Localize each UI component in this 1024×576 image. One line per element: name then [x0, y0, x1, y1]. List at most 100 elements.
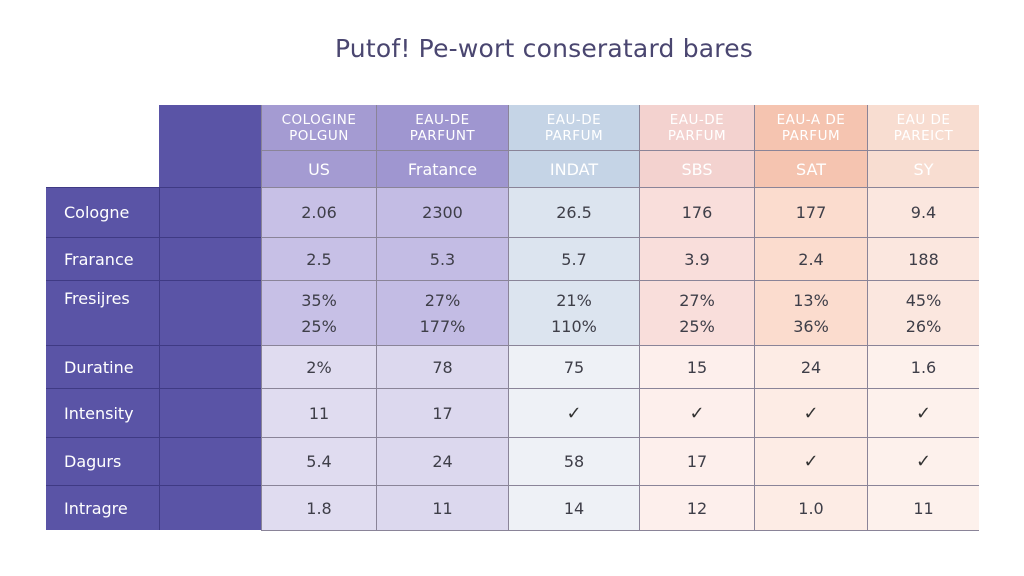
cell-value: 2.06	[301, 203, 337, 222]
row-label-text: Dagurs	[64, 452, 122, 471]
cell-value: 2%	[306, 357, 332, 377]
page-title: Putof! Pe-wort conseratard bares	[334, 34, 754, 63]
table-cell: 26.5	[508, 187, 639, 237]
table-cell: 2.5	[261, 237, 376, 280]
column-header-line: EAU-A DE	[776, 111, 846, 128]
table-cell: 24	[754, 345, 867, 388]
column-header-region: Fratance	[376, 150, 508, 187]
row-label-text: Intragre	[64, 498, 128, 518]
column-header-type: EAU-DE PARFUM	[639, 105, 754, 150]
table-cell: 5.3	[376, 237, 508, 280]
cell-value: 9.4	[910, 203, 937, 222]
cell-value: 177%	[419, 316, 466, 336]
column-header-type: COLOGINE POLGUN	[261, 105, 376, 150]
cell-value: 11	[308, 403, 330, 423]
table-cell: 24	[376, 437, 508, 485]
table-cell: 14	[508, 485, 639, 530]
row-label-spacer	[159, 345, 261, 388]
cell-value: 5.3	[429, 249, 456, 269]
row-label: Duratine	[46, 345, 159, 388]
column-header-type: EAU-A DE PARFUM	[754, 105, 867, 150]
column-header-region: SBS	[639, 150, 754, 187]
column-header-region-label: INDAT	[549, 159, 599, 179]
row-label: Fresijres	[46, 280, 159, 345]
column-header-line: PAREICT	[893, 127, 954, 144]
table-cell: 11	[376, 485, 508, 530]
cell-value: 12	[686, 498, 708, 518]
table-cell: 15	[639, 345, 754, 388]
row-label: Cologne	[46, 187, 159, 237]
table-cell: 2%	[261, 345, 376, 388]
cell-value: 1.6	[910, 357, 937, 377]
cell-value: 2.5	[306, 249, 332, 269]
table-cell: 2300	[376, 187, 508, 237]
row-label-text: Intensity	[64, 403, 134, 423]
cell-value: 21%	[556, 290, 592, 310]
cell-value: 3.9	[684, 249, 710, 269]
table-cell: 58	[508, 437, 639, 485]
column-header-region-label: SBS	[681, 159, 713, 179]
table-cell: ✓	[508, 388, 639, 437]
column-header-line: EAU-DE	[546, 111, 602, 128]
row-label-spacer	[159, 437, 261, 485]
table-cell: 176	[639, 187, 754, 237]
cell-value: 35%	[301, 290, 337, 310]
cell-value: 2.4	[798, 249, 824, 269]
table-cell: 21% 110%	[508, 280, 639, 345]
row-label-text: Frarance	[64, 249, 134, 269]
cell-value: 177	[795, 203, 827, 222]
cell-value: 45%	[905, 290, 942, 310]
table-cell: 35% 25%	[261, 280, 376, 345]
cell-value: 188	[908, 249, 939, 269]
check-icon: ✓	[689, 402, 705, 424]
table-cell: 1.8	[261, 485, 376, 530]
table-cell: 1.6	[867, 345, 979, 388]
row-label-spacer	[159, 485, 261, 530]
cell-value: 5.4	[306, 452, 332, 471]
table-cell: 11	[867, 485, 979, 530]
column-header-line: EAU DE	[896, 111, 951, 128]
row-label-text: Duratine	[64, 357, 134, 377]
table-cell: ✓	[754, 388, 867, 437]
cell-value: 14	[563, 498, 585, 518]
check-icon: ✓	[803, 402, 819, 424]
table-cell: 5.4	[261, 437, 376, 485]
cell-value: 15	[686, 357, 708, 377]
cell-value: 24	[800, 357, 822, 377]
table-cell: 12	[639, 485, 754, 530]
cell-value: 1.0	[798, 498, 824, 518]
table-cell: 2.06	[261, 187, 376, 237]
column-header-region-label: US	[308, 159, 330, 179]
row-label-spacer	[159, 187, 261, 237]
cell-value: 27%	[424, 290, 461, 310]
cell-value: 25%	[301, 316, 337, 336]
column-header-line: PARFUM	[544, 127, 604, 144]
header-corner-block	[159, 105, 261, 187]
column-header-line: PARFUM	[667, 127, 727, 144]
column-header-line: EAU-DE	[669, 111, 725, 128]
table-cell: 17	[376, 388, 508, 437]
row-label: Dagurs	[46, 437, 159, 485]
check-icon: ✓	[803, 451, 819, 472]
check-icon: ✓	[566, 402, 582, 424]
check-icon: ✓	[915, 451, 932, 472]
column-header-region: SY	[867, 150, 979, 187]
column-header-region: INDAT	[508, 150, 639, 187]
row-label: Frarance	[46, 237, 159, 280]
column-header-type: EAU-DE PARFUM	[508, 105, 639, 150]
column-header-type: EAU DE PAREICT	[867, 105, 979, 150]
cell-value: 11	[913, 498, 934, 518]
row-label-spacer	[159, 388, 261, 437]
cell-value: 26.5	[556, 203, 592, 222]
table-cell: 11	[261, 388, 376, 437]
cell-value: 24	[432, 452, 453, 471]
column-header-region: US	[261, 150, 376, 187]
column-header-region-label: SY	[913, 159, 934, 179]
row-label-text: Fresijres	[64, 289, 130, 308]
cell-value: 25%	[679, 316, 715, 336]
column-header-region: SAT	[754, 150, 867, 187]
table-cell: 5.7	[508, 237, 639, 280]
cell-value: 78	[432, 357, 453, 377]
table-cell: 9.4	[867, 187, 979, 237]
table-cell: 1.0	[754, 485, 867, 530]
